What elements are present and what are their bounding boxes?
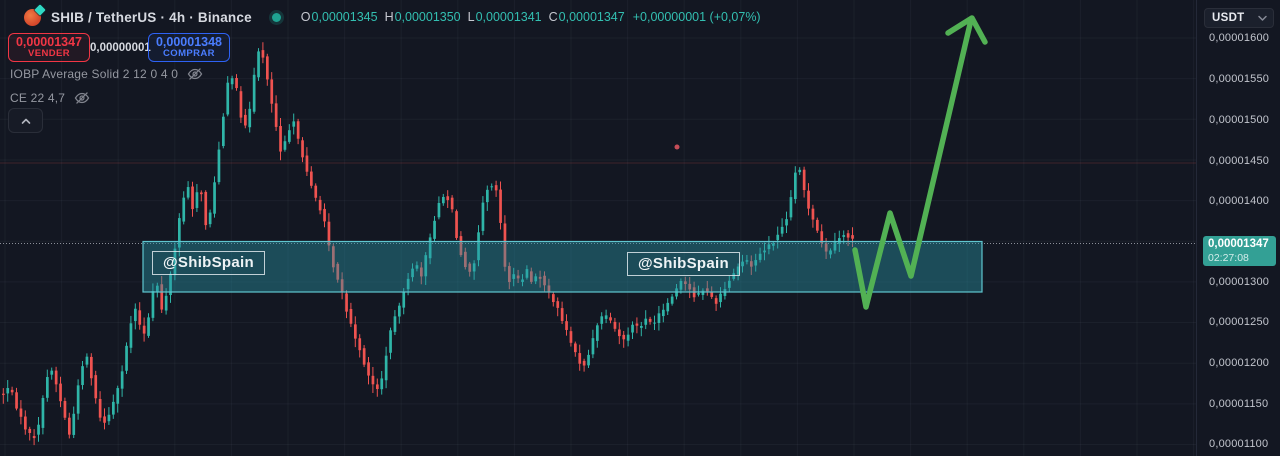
- candlestick-chart-canvas[interactable]: [0, 0, 1196, 456]
- axis-price-label: 0,00001300: [1209, 276, 1270, 288]
- indicator-row-iobp[interactable]: IOBP Average Solid 2 12 0 4 0: [10, 66, 204, 82]
- trade-panel: 0,00001347 VENDER 0,00000001 0,00001348 …: [8, 33, 230, 62]
- high-value: 0,00001350: [394, 10, 461, 24]
- eye-slash-icon[interactable]: [73, 90, 91, 106]
- indicator-row-ce[interactable]: CE 22 4,7: [10, 90, 91, 106]
- axis-price-label: 0,00001200: [1209, 357, 1270, 369]
- axis-price-label: 0,00001500: [1209, 114, 1270, 126]
- ohlc-values: O 0,00001345 H 0,00001350 L 0,00001341 C 0,0…: [301, 10, 761, 24]
- supply-zone-rect[interactable]: [142, 240, 983, 293]
- watermark-box-1[interactable]: @ShibSpain: [152, 251, 265, 275]
- axis-price-label: 0,00001150: [1209, 398, 1269, 410]
- red-dot-marker[interactable]: [674, 144, 680, 150]
- symbol-title[interactable]: SHIB / TetherUS · 4h · Binance: [51, 9, 252, 25]
- sell-price: 0,00001347: [15, 34, 83, 49]
- open-label: O: [300, 10, 311, 24]
- projection-arrowhead: [945, 15, 988, 45]
- shib-coin-icon: [24, 3, 46, 27]
- axis-price-label: 0,00001450: [1209, 155, 1270, 167]
- close-label: C: [548, 10, 558, 24]
- sell-button[interactable]: 0,00001347 VENDER: [8, 33, 90, 62]
- market-status-dot[interactable]: [271, 12, 281, 22]
- spread-value: 0,00000001: [90, 41, 151, 54]
- axis-price-label: 0,00001600: [1209, 32, 1270, 44]
- current-price-tag: 0,00001347 02:27:08: [1203, 236, 1276, 266]
- axis-price-label: 0,00001250: [1209, 316, 1270, 328]
- high-label: H: [384, 10, 394, 24]
- indicator-ce-label: CE 22 4,7: [10, 91, 66, 105]
- change-value: +0,00000001 (+0,07%): [632, 10, 761, 24]
- low-label: L: [467, 10, 475, 24]
- collapse-legend-button[interactable]: [8, 108, 43, 133]
- projection-arrow[interactable]: [852, 17, 974, 310]
- buy-price: 0,00001348: [155, 34, 223, 49]
- currency-label: USDT: [1212, 12, 1245, 24]
- axis-price-label: 0,00001100: [1209, 438, 1269, 450]
- currency-dropdown[interactable]: USDT: [1204, 8, 1274, 28]
- chart-header: SHIB / TetherUS · 4h · Binance O 0,000013…: [24, 3, 761, 27]
- open-value: 0,00001345: [311, 10, 378, 24]
- sell-label: VENDER: [28, 48, 70, 60]
- buy-button[interactable]: 0,00001348 COMPRAR: [148, 33, 230, 62]
- current-price: 0,00001347: [1208, 238, 1269, 251]
- axis-price-label: 0,00001400: [1209, 195, 1270, 207]
- low-value: 0,00001341: [475, 10, 542, 24]
- watermark-box-2[interactable]: @ShibSpain: [627, 252, 740, 276]
- buy-label: COMPRAR: [163, 48, 215, 60]
- eye-slash-icon[interactable]: [186, 66, 204, 82]
- close-value: 0,00001347: [558, 10, 625, 24]
- chevron-up-icon: [21, 118, 30, 124]
- indicator-iobp-label: IOBP Average Solid 2 12 0 4 0: [10, 67, 179, 81]
- axis-price-label: 0,00001550: [1209, 73, 1270, 85]
- chevron-down-icon: [1258, 15, 1267, 21]
- price-axis[interactable]: USDT 0,00001600 0,00001550 0,00001500 0,000…: [1196, 0, 1280, 456]
- bar-countdown: 02:27:08: [1208, 251, 1249, 264]
